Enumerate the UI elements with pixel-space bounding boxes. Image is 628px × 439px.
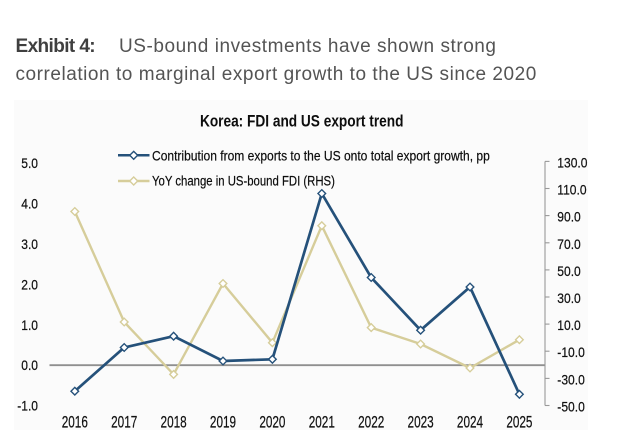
svg-text:90.0: 90.0 xyxy=(557,209,580,225)
svg-text:2024: 2024 xyxy=(457,414,483,432)
svg-text:2.0: 2.0 xyxy=(21,276,38,292)
svg-text:2025: 2025 xyxy=(506,414,532,432)
svg-text:Contribution from exports to t: Contribution from exports to the US onto… xyxy=(152,148,490,164)
svg-text:30.0: 30.0 xyxy=(557,290,580,306)
svg-text:130.0: 130.0 xyxy=(557,154,587,170)
svg-text:10.0: 10.0 xyxy=(557,317,580,333)
svg-text:70.0: 70.0 xyxy=(557,236,580,252)
svg-text:2020: 2020 xyxy=(259,414,285,432)
svg-text:0.0: 0.0 xyxy=(21,357,38,373)
svg-text:2019: 2019 xyxy=(210,414,236,432)
svg-text:2017: 2017 xyxy=(111,414,137,432)
svg-text:-50.0: -50.0 xyxy=(557,399,584,415)
svg-text:2016: 2016 xyxy=(62,414,88,432)
svg-text:2023: 2023 xyxy=(408,414,434,432)
svg-text:YoY change in US-bound FDI (RH: YoY change in US-bound FDI (RHS) xyxy=(152,174,335,189)
svg-text:1.0: 1.0 xyxy=(21,317,38,333)
svg-text:5.0: 5.0 xyxy=(21,155,38,171)
svg-text:-1.0: -1.0 xyxy=(17,398,38,414)
svg-text:3.0: 3.0 xyxy=(21,236,38,252)
svg-text:2022: 2022 xyxy=(358,414,384,432)
svg-text:-10.0: -10.0 xyxy=(557,344,584,360)
svg-text:50.0: 50.0 xyxy=(557,263,580,279)
svg-text:-30.0: -30.0 xyxy=(557,371,584,387)
svg-text:4.0: 4.0 xyxy=(21,196,38,212)
svg-text:2018: 2018 xyxy=(161,414,187,432)
svg-text:110.0: 110.0 xyxy=(557,182,586,198)
svg-text:Korea: FDI and US export trend: Korea: FDI and US export trend xyxy=(200,112,403,131)
svg-text:2021: 2021 xyxy=(309,414,335,432)
